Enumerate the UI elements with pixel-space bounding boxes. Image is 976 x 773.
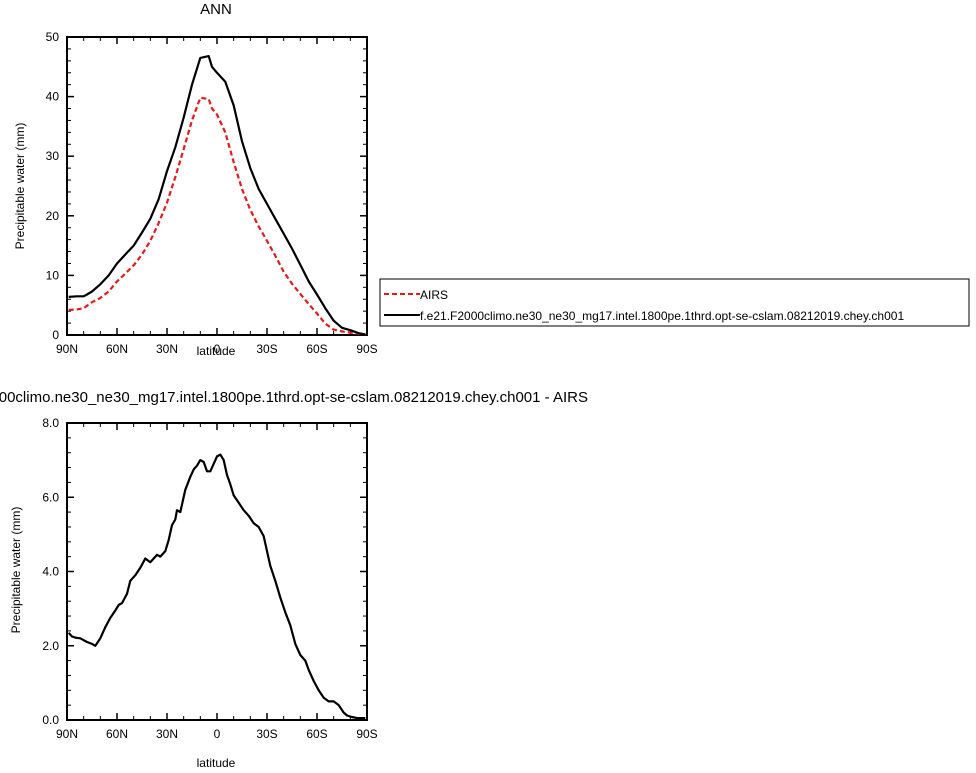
legend-box <box>379 278 970 327</box>
chart-title: f.e21.F2000climo.ne30_ne30_mg17.intel.18… <box>0 389 588 406</box>
y-axis-label: Precipitable water (mm) <box>9 507 23 634</box>
legend-label-model: f.e21.F2000climo.ne30_ne30_mg17.intel.18… <box>420 309 904 323</box>
chart-title: ANN <box>200 1 232 18</box>
y-tick-label: 4.0 <box>42 565 59 579</box>
y-tick-label: 0.0 <box>42 713 59 727</box>
y-tick-label: 0 <box>52 328 59 342</box>
x-tick-label: 90S <box>356 342 377 356</box>
x-tick-label: 90S <box>356 727 377 741</box>
x-tick-label: 30S <box>256 342 277 356</box>
x-axis-label: latitude <box>197 344 236 358</box>
x-tick-label: 30N <box>156 342 178 356</box>
x-tick-label: 60S <box>306 342 327 356</box>
top-panel: ANN 0 10 20 30 40 50 90N 60N 30N 0 30S 60S 90S latit… <box>13 1 970 358</box>
x-tick-label: 0 <box>214 727 221 741</box>
y-tick-label: 10 <box>46 268 60 282</box>
y-tick-label: 8.0 <box>42 416 59 430</box>
legend-label-airs: AIRS <box>420 288 448 302</box>
y-tick-label: 2.0 <box>42 639 59 653</box>
x-tick-label: 30N <box>156 727 178 741</box>
y-axis-label: Precipitable water (mm) <box>13 123 27 250</box>
y-tick-label: 6.0 <box>42 490 59 504</box>
plot-area: 0.0 2.0 4.0 6.0 8.0 90N 60N 30N 0 30S 60S 90S <box>42 416 377 741</box>
x-axis-label: latitude <box>197 756 236 770</box>
y-tick-label: 40 <box>46 90 60 104</box>
series-line-first <box>67 453 366 720</box>
x-tick-label: 60N <box>106 342 128 356</box>
series-line-first <box>68 96 366 336</box>
x-tick-label: 60S <box>306 727 327 741</box>
x-tick-label: 90N <box>56 342 78 356</box>
x-tick-label: 60N <box>106 727 128 741</box>
x-tick-label: 30S <box>256 727 277 741</box>
x-tick-label: 0 <box>214 342 221 356</box>
y-tick-label: 30 <box>46 149 60 163</box>
y-tick-label: 50 <box>46 30 60 44</box>
plot-frame <box>66 36 368 336</box>
legend: AIRS f.e21.F2000climo.ne30_ne30_mg17.int… <box>379 278 970 327</box>
bottom-panel: f.e21.F2000climo.ne30_ne30_mg17.intel.18… <box>0 389 588 770</box>
series-line-second <box>68 54 366 336</box>
plot-frame <box>66 422 368 721</box>
y-tick-label: 20 <box>46 209 60 223</box>
plot-area: 0 10 20 30 40 50 90N 60N 30N 0 30S 60S 90S <box>46 30 378 356</box>
x-tick-label: 90N <box>56 727 78 741</box>
